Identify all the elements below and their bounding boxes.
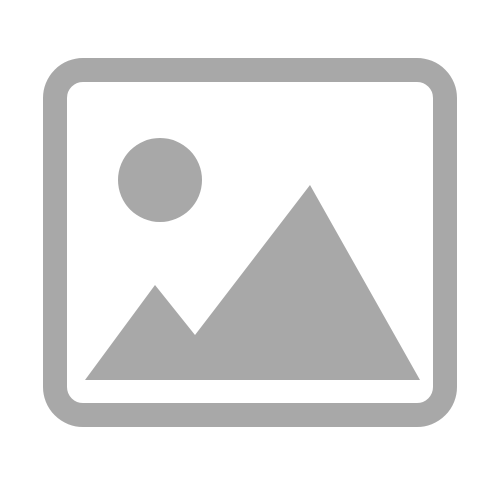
image-placeholder-icon	[0, 0, 500, 500]
